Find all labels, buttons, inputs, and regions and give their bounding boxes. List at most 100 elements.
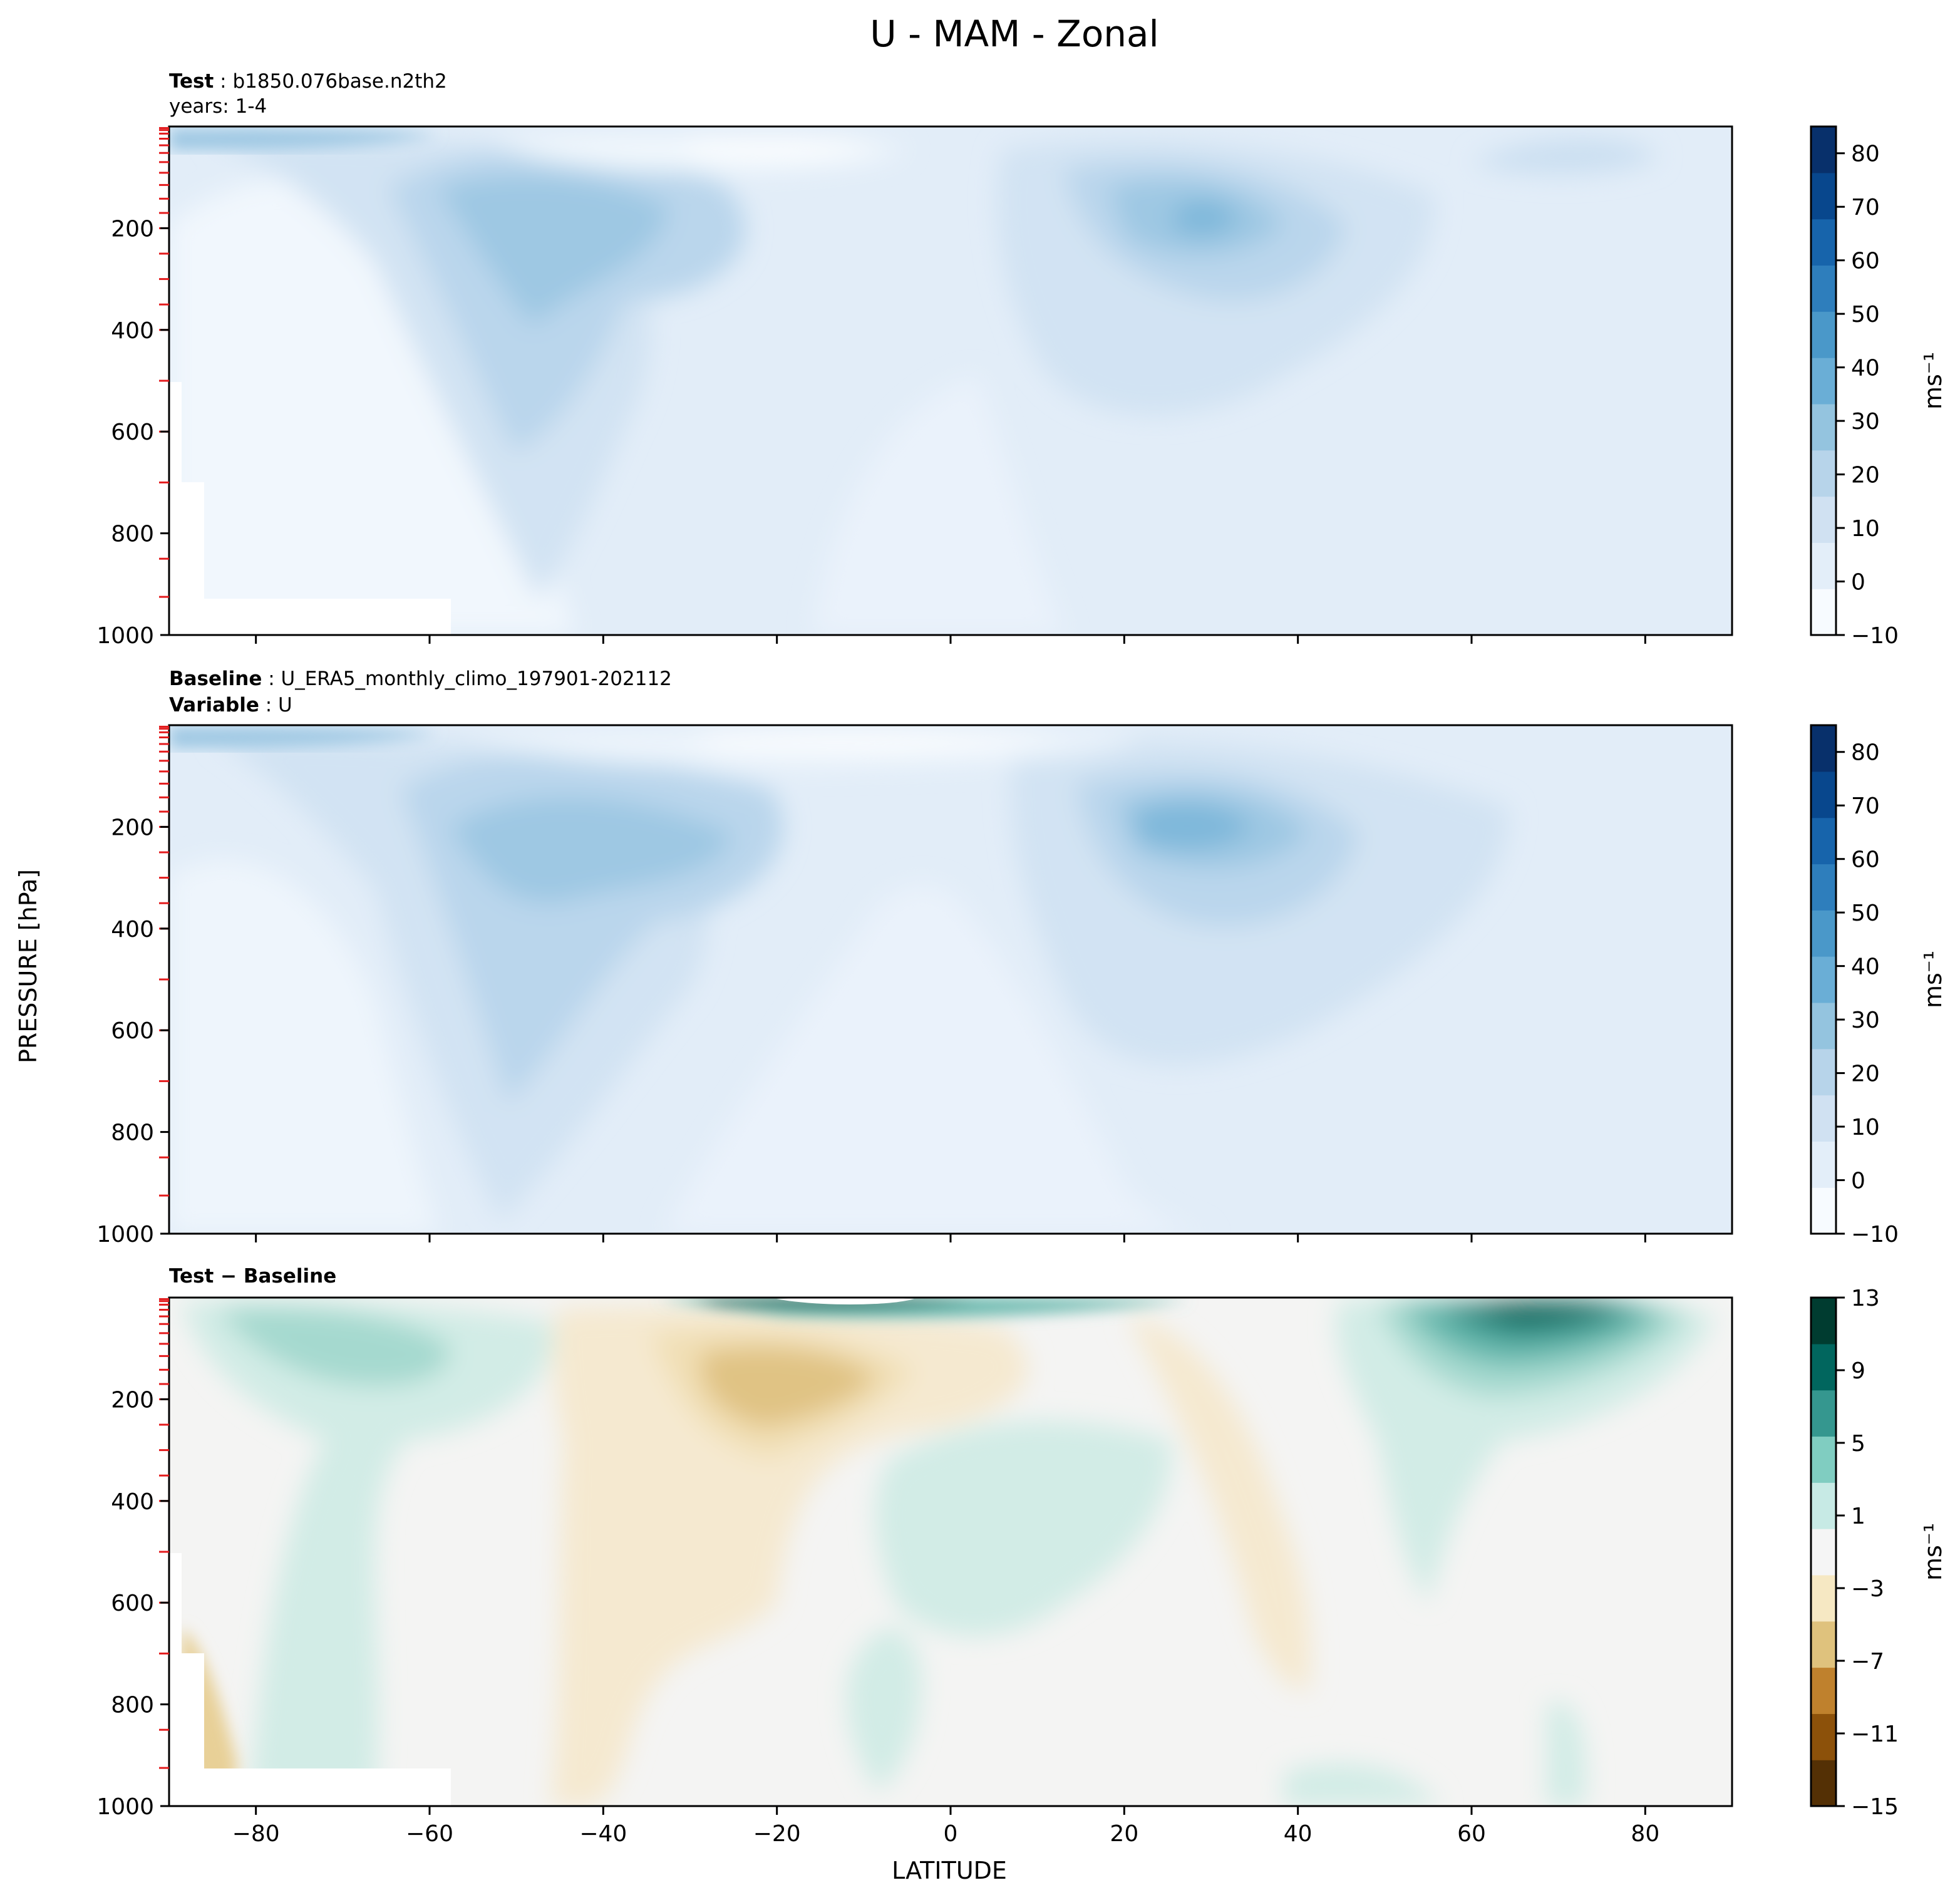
colorbar-tick-label: 50 (1851, 302, 1880, 328)
colorbar-tick-label: 10 (1851, 1115, 1880, 1140)
y-tick-label: 800 (111, 522, 154, 547)
panel-baseline-contours (169, 725, 1732, 1234)
panel-test-header-line2: years: 1-4 (169, 95, 267, 118)
panel-baseline-colorbar-unit: ms⁻¹ (1919, 951, 1947, 1008)
colorbar-segment (1811, 1390, 1836, 1437)
x-tick-label: −60 (406, 1821, 453, 1847)
panel-baseline-pressure-ticks (159, 725, 169, 1197)
colorbar-segment (1811, 311, 1836, 358)
panel-difference-pressure-ticks (159, 1298, 169, 1769)
colorbar-tick-label: −10 (1851, 1222, 1899, 1247)
colorbar-segment (1811, 1187, 1836, 1234)
colorbar-segment (1811, 1621, 1836, 1668)
colorbar-segment (1811, 1298, 1836, 1345)
colorbar-segment (1811, 1048, 1836, 1096)
colorbar-segment (1811, 403, 1836, 451)
y-tick-label: 400 (111, 917, 154, 942)
colorbar-segment (1811, 771, 1836, 818)
colorbar-frame (1810, 724, 1837, 1235)
panel-test: Test : b1850.076base.n2th2 years: 1-4 (96, 70, 1947, 649)
colorbar-tick-label: 10 (1851, 516, 1880, 542)
y-tick-label: 400 (111, 318, 154, 344)
panel-test-y-axis: 200 400 600 800 1000 (96, 216, 169, 649)
colorbar-segment (1811, 1436, 1836, 1483)
y-tick-label: 200 (111, 1387, 154, 1413)
colorbar-segment (1811, 265, 1836, 312)
x-tick-label: 40 (1284, 1821, 1313, 1847)
colorbar-segment (1811, 542, 1836, 589)
colorbar-frame (1810, 125, 1837, 636)
panel-difference-contours (169, 1298, 1732, 1806)
colorbar-tick-label: 20 (1851, 463, 1880, 488)
y-tick-label: 200 (111, 815, 154, 840)
panel-baseline-header-line2: Variable : U (169, 694, 292, 716)
figure-title: U - MAM - Zonal (870, 13, 1158, 55)
x-tick-label: −80 (232, 1821, 280, 1847)
x-axis-label: LATITUDE (892, 1857, 1007, 1884)
panel-difference-colorbar: 13 9 5 1 −3 −7 −11 −15 (1810, 1286, 1899, 1820)
colorbar-segment (1811, 725, 1836, 772)
colorbar-segment (1811, 1141, 1836, 1188)
x-tick-label: 20 (1110, 1821, 1138, 1847)
colorbar-segment (1811, 864, 1836, 911)
colorbar-segment (1811, 1574, 1836, 1622)
colorbar-segment (1811, 910, 1836, 957)
colorbar-segment (1811, 1343, 1836, 1391)
colorbar-tick-label: 60 (1851, 847, 1880, 873)
y-tick-label: 1000 (96, 623, 154, 649)
x-tick-label: −20 (753, 1821, 801, 1847)
colorbar-segment (1811, 1002, 1836, 1050)
panel-test-pressure-ticks (159, 126, 169, 598)
panel-baseline-x-ticks (255, 1234, 1646, 1242)
colorbar-segment (1811, 358, 1836, 405)
y-tick-label: 1000 (96, 1794, 154, 1820)
colorbar-tick-label: 9 (1851, 1358, 1865, 1384)
panel-baseline-colorbar: 80 70 60 50 40 30 20 10 0 −10 (1810, 724, 1899, 1247)
colorbar-segment (1811, 450, 1836, 497)
colorbar-segment (1811, 956, 1836, 1003)
y-tick-label: 800 (111, 1120, 154, 1146)
x-tick-label: 0 (944, 1821, 958, 1847)
colorbar-segment (1811, 1667, 1836, 1714)
colorbar-tick-label: −7 (1851, 1649, 1884, 1675)
x-tick-label: 80 (1631, 1821, 1659, 1847)
panel-test-header-line1: Test : b1850.076base.n2th2 (169, 70, 447, 93)
colorbar-tick-label: −3 (1851, 1576, 1884, 1602)
colorbar-tick-label: 70 (1851, 793, 1880, 819)
panel-test-colorbar: 80 70 60 50 40 30 20 10 0 −10 (1810, 125, 1899, 649)
colorbar-tick-label: −11 (1851, 1722, 1899, 1747)
colorbar-tick-label: 0 (1851, 1169, 1865, 1194)
y-tick-label: 400 (111, 1489, 154, 1515)
colorbar-tick-label: −15 (1851, 1794, 1899, 1820)
colorbar-segment (1811, 172, 1836, 220)
panel-difference-x-axis: −80 −60 −40 −20 0 20 40 60 80 (232, 1806, 1659, 1847)
y-tick-label: 800 (111, 1693, 154, 1718)
panel-difference-header: Test − Baseline (169, 1265, 336, 1288)
panel-difference-colorbar-unit: ms⁻¹ (1919, 1523, 1947, 1581)
colorbar-segment (1811, 1482, 1836, 1529)
colorbar-tick-label: 40 (1851, 954, 1880, 980)
colorbar-tick-label: 5 (1851, 1431, 1865, 1457)
panel-test-colorbar-unit: ms⁻¹ (1919, 352, 1947, 410)
colorbar-tick-label: 30 (1851, 409, 1880, 435)
colorbar-tick-label: 0 (1851, 570, 1865, 596)
y-tick-label: 600 (111, 1018, 154, 1044)
colorbar-segment (1811, 1095, 1836, 1142)
x-tick-label: −40 (579, 1821, 627, 1847)
y-tick-label: 600 (111, 420, 154, 445)
panel-test-contours (169, 126, 1732, 635)
colorbar-segment (1811, 1760, 1836, 1807)
colorbar-segment (1811, 589, 1836, 636)
panel-baseline: Baseline : U_ERA5_monthly_climo_197901-2… (96, 668, 1947, 1247)
panel-test-x-ticks (255, 635, 1646, 644)
y-axis-label: PRESSURE [hPa] (14, 869, 42, 1063)
colorbar-tick-label: 80 (1851, 142, 1880, 167)
colorbar-tick-label: 1 (1851, 1504, 1865, 1529)
panel-difference: Test − Baseline (96, 1265, 1947, 1847)
y-tick-label: 200 (111, 216, 154, 242)
colorbar-segment (1811, 496, 1836, 543)
panel-baseline-y-axis: 200 400 600 800 1000 (96, 815, 169, 1247)
colorbar-tick-label: 13 (1851, 1286, 1880, 1311)
panel-baseline-header-line1: Baseline : U_ERA5_monthly_climo_197901-2… (169, 668, 672, 690)
